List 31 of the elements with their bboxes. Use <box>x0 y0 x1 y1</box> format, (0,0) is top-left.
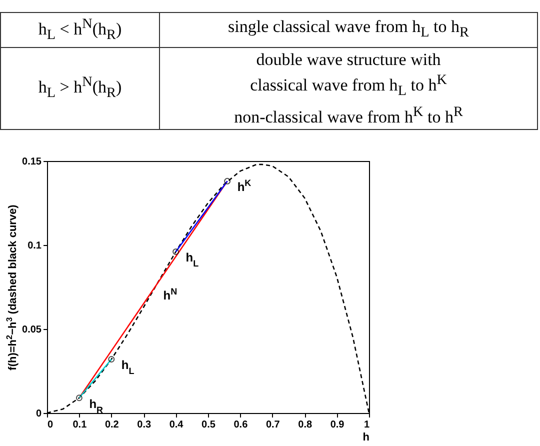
annotation: h$^{K}$ <box>237 178 252 194</box>
text: double wave structure with <box>256 50 441 70</box>
text: h$_{L}$ > h$^{N}$(h$_{R}$) <box>0 48 160 130</box>
x-tick-label: 0 <box>48 420 54 430</box>
annotation: h$_{L}$ <box>186 250 200 269</box>
x-tick-label: 0.1 <box>72 420 88 430</box>
y-tick-label: 0.1 <box>28 240 42 252</box>
annotation: h$_{L}$ <box>121 358 135 376</box>
point <box>224 178 231 184</box>
text: h$_{L}$ < h$^{N}$(h$_{R}$) <box>0 12 160 48</box>
text: non-classical wave from h$^{K}$ to h$^{R}$ <box>234 104 463 127</box>
x-tick-label: 0.2 <box>104 420 120 430</box>
x-tick-label: 0.6 <box>234 420 248 430</box>
x-tick-label: 0.7 <box>266 420 280 430</box>
x-tick-label: 1 <box>364 420 370 430</box>
annotation: h$^{N}$ <box>163 286 178 303</box>
x-tick-label: 0.4 <box>169 420 184 430</box>
x-tick-label: 0.5 <box>202 420 216 430</box>
x-tick-label: 0.9 <box>330 420 345 430</box>
text: classical wave from h$_{L}$ to h$^{K}$ <box>250 72 447 100</box>
point <box>108 356 115 362</box>
text: single classical wave from h$_{L}$ to h$_{R}$ <box>160 12 538 48</box>
y-tick-label: 0.05 <box>22 324 42 336</box>
y-tick-label: 0.15 <box>22 156 42 168</box>
x-tick-label: 0.8 <box>298 420 312 430</box>
x-tick-label: 0.3 <box>137 420 152 430</box>
x-axis-title: h <box>362 432 370 444</box>
y-tick-label: 0 <box>36 408 42 420</box>
annotation: h$_{R}$ <box>89 396 104 415</box>
point <box>172 248 180 255</box>
point <box>76 394 82 402</box>
